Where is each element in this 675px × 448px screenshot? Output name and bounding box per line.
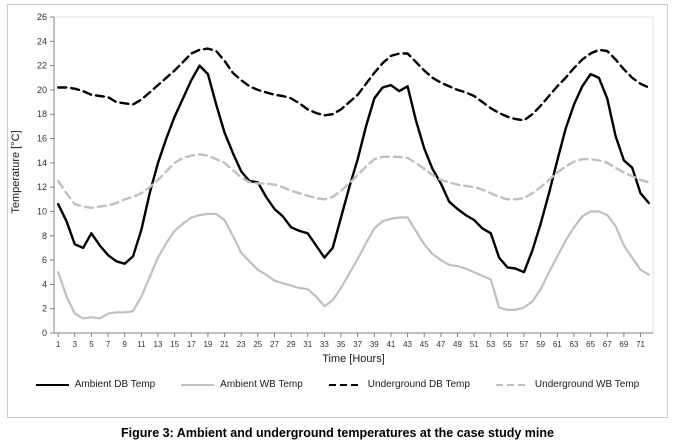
svg-text:67: 67 bbox=[603, 340, 612, 349]
svg-text:61: 61 bbox=[553, 340, 562, 349]
series-line-ambient-db-temp bbox=[57, 64, 650, 274]
legend-label-underground-db: Underground DB Temp bbox=[367, 379, 470, 390]
svg-text:17: 17 bbox=[187, 340, 196, 349]
svg-text:26: 26 bbox=[37, 12, 47, 22]
svg-text:10: 10 bbox=[37, 206, 47, 216]
svg-text:39: 39 bbox=[370, 340, 379, 349]
legend-item-underground-wb: Underground WB Temp bbox=[495, 379, 640, 390]
svg-text:20: 20 bbox=[37, 85, 47, 95]
svg-text:63: 63 bbox=[570, 340, 579, 349]
svg-text:37: 37 bbox=[353, 340, 362, 349]
underground-db-line-sample-icon bbox=[328, 383, 362, 386]
x-axis-ticks: 1 3 5 7 9 11 13 15 17 19 21 23 25 27 29 31 33 35 37 39 41 43 4… bbox=[56, 333, 646, 349]
series-line-underground-wb-temp bbox=[57, 153, 650, 210]
svg-text:16: 16 bbox=[37, 134, 47, 144]
svg-text:59: 59 bbox=[536, 340, 545, 349]
svg-text:55: 55 bbox=[503, 340, 512, 349]
legend-item-ambient-wb: Ambient WB Temp bbox=[181, 379, 303, 390]
legend-item-underground-db: Underground DB Temp bbox=[328, 379, 470, 390]
svg-text:5: 5 bbox=[89, 340, 94, 349]
svg-text:3: 3 bbox=[73, 340, 78, 349]
legend-item-ambient-db: Ambient DB Temp bbox=[35, 379, 156, 390]
svg-text:15: 15 bbox=[170, 340, 179, 349]
svg-text:25: 25 bbox=[253, 340, 262, 349]
svg-text:33: 33 bbox=[320, 340, 329, 349]
legend-label-underground-wb: Underground WB Temp bbox=[534, 379, 640, 390]
underground-wb-line-sample-icon bbox=[495, 383, 529, 386]
svg-text:19: 19 bbox=[203, 340, 212, 349]
svg-text:12: 12 bbox=[37, 182, 47, 192]
svg-text:9: 9 bbox=[122, 340, 127, 349]
svg-text:11: 11 bbox=[137, 340, 146, 349]
svg-text:13: 13 bbox=[154, 340, 163, 349]
svg-text:21: 21 bbox=[220, 340, 229, 349]
chart-legend: Ambient DB Temp Ambient WB Temp Undergro… bbox=[8, 379, 667, 390]
y-axis-title: Temperature [°C] bbox=[10, 130, 22, 214]
svg-text:4: 4 bbox=[42, 279, 47, 289]
svg-text:18: 18 bbox=[37, 109, 47, 119]
svg-text:65: 65 bbox=[586, 340, 595, 349]
svg-text:7: 7 bbox=[106, 340, 111, 349]
svg-text:29: 29 bbox=[287, 340, 296, 349]
svg-text:0: 0 bbox=[42, 328, 47, 338]
svg-text:51: 51 bbox=[470, 340, 479, 349]
figure-caption: Figure 3: Ambient and underground temper… bbox=[121, 426, 554, 440]
legend-label-ambient-db: Ambient DB Temp bbox=[74, 379, 156, 390]
svg-text:49: 49 bbox=[453, 340, 462, 349]
svg-text:22: 22 bbox=[37, 61, 47, 71]
svg-text:71: 71 bbox=[636, 340, 645, 349]
legend-label-ambient-wb: Ambient WB Temp bbox=[220, 379, 303, 390]
svg-text:27: 27 bbox=[270, 340, 279, 349]
temperature-chart: 0 2 4 6 8 10 12 14 16 18 20 22 24 26 1 3 5 7 9 11 13 15 17 19 21… bbox=[7, 4, 668, 418]
svg-text:14: 14 bbox=[37, 158, 47, 168]
svg-text:53: 53 bbox=[486, 340, 495, 349]
svg-text:41: 41 bbox=[386, 340, 395, 349]
ambient-wb-line-sample-icon bbox=[181, 383, 215, 386]
svg-text:47: 47 bbox=[436, 340, 445, 349]
svg-text:23: 23 bbox=[237, 340, 246, 349]
svg-text:43: 43 bbox=[403, 340, 412, 349]
series-line-ambient-wb-temp bbox=[57, 210, 650, 320]
svg-text:8: 8 bbox=[42, 231, 47, 241]
svg-text:1: 1 bbox=[56, 340, 61, 349]
svg-text:45: 45 bbox=[420, 340, 429, 349]
svg-text:57: 57 bbox=[520, 340, 529, 349]
series-line-underground-db-temp bbox=[57, 47, 650, 122]
svg-text:2: 2 bbox=[42, 304, 47, 314]
x-axis-title: Time [Hours] bbox=[322, 353, 385, 365]
svg-text:31: 31 bbox=[303, 340, 312, 349]
svg-text:69: 69 bbox=[619, 340, 628, 349]
svg-text:35: 35 bbox=[337, 340, 346, 349]
svg-text:6: 6 bbox=[42, 255, 47, 265]
ambient-db-line-sample-icon bbox=[35, 383, 69, 386]
svg-text:24: 24 bbox=[37, 36, 47, 46]
